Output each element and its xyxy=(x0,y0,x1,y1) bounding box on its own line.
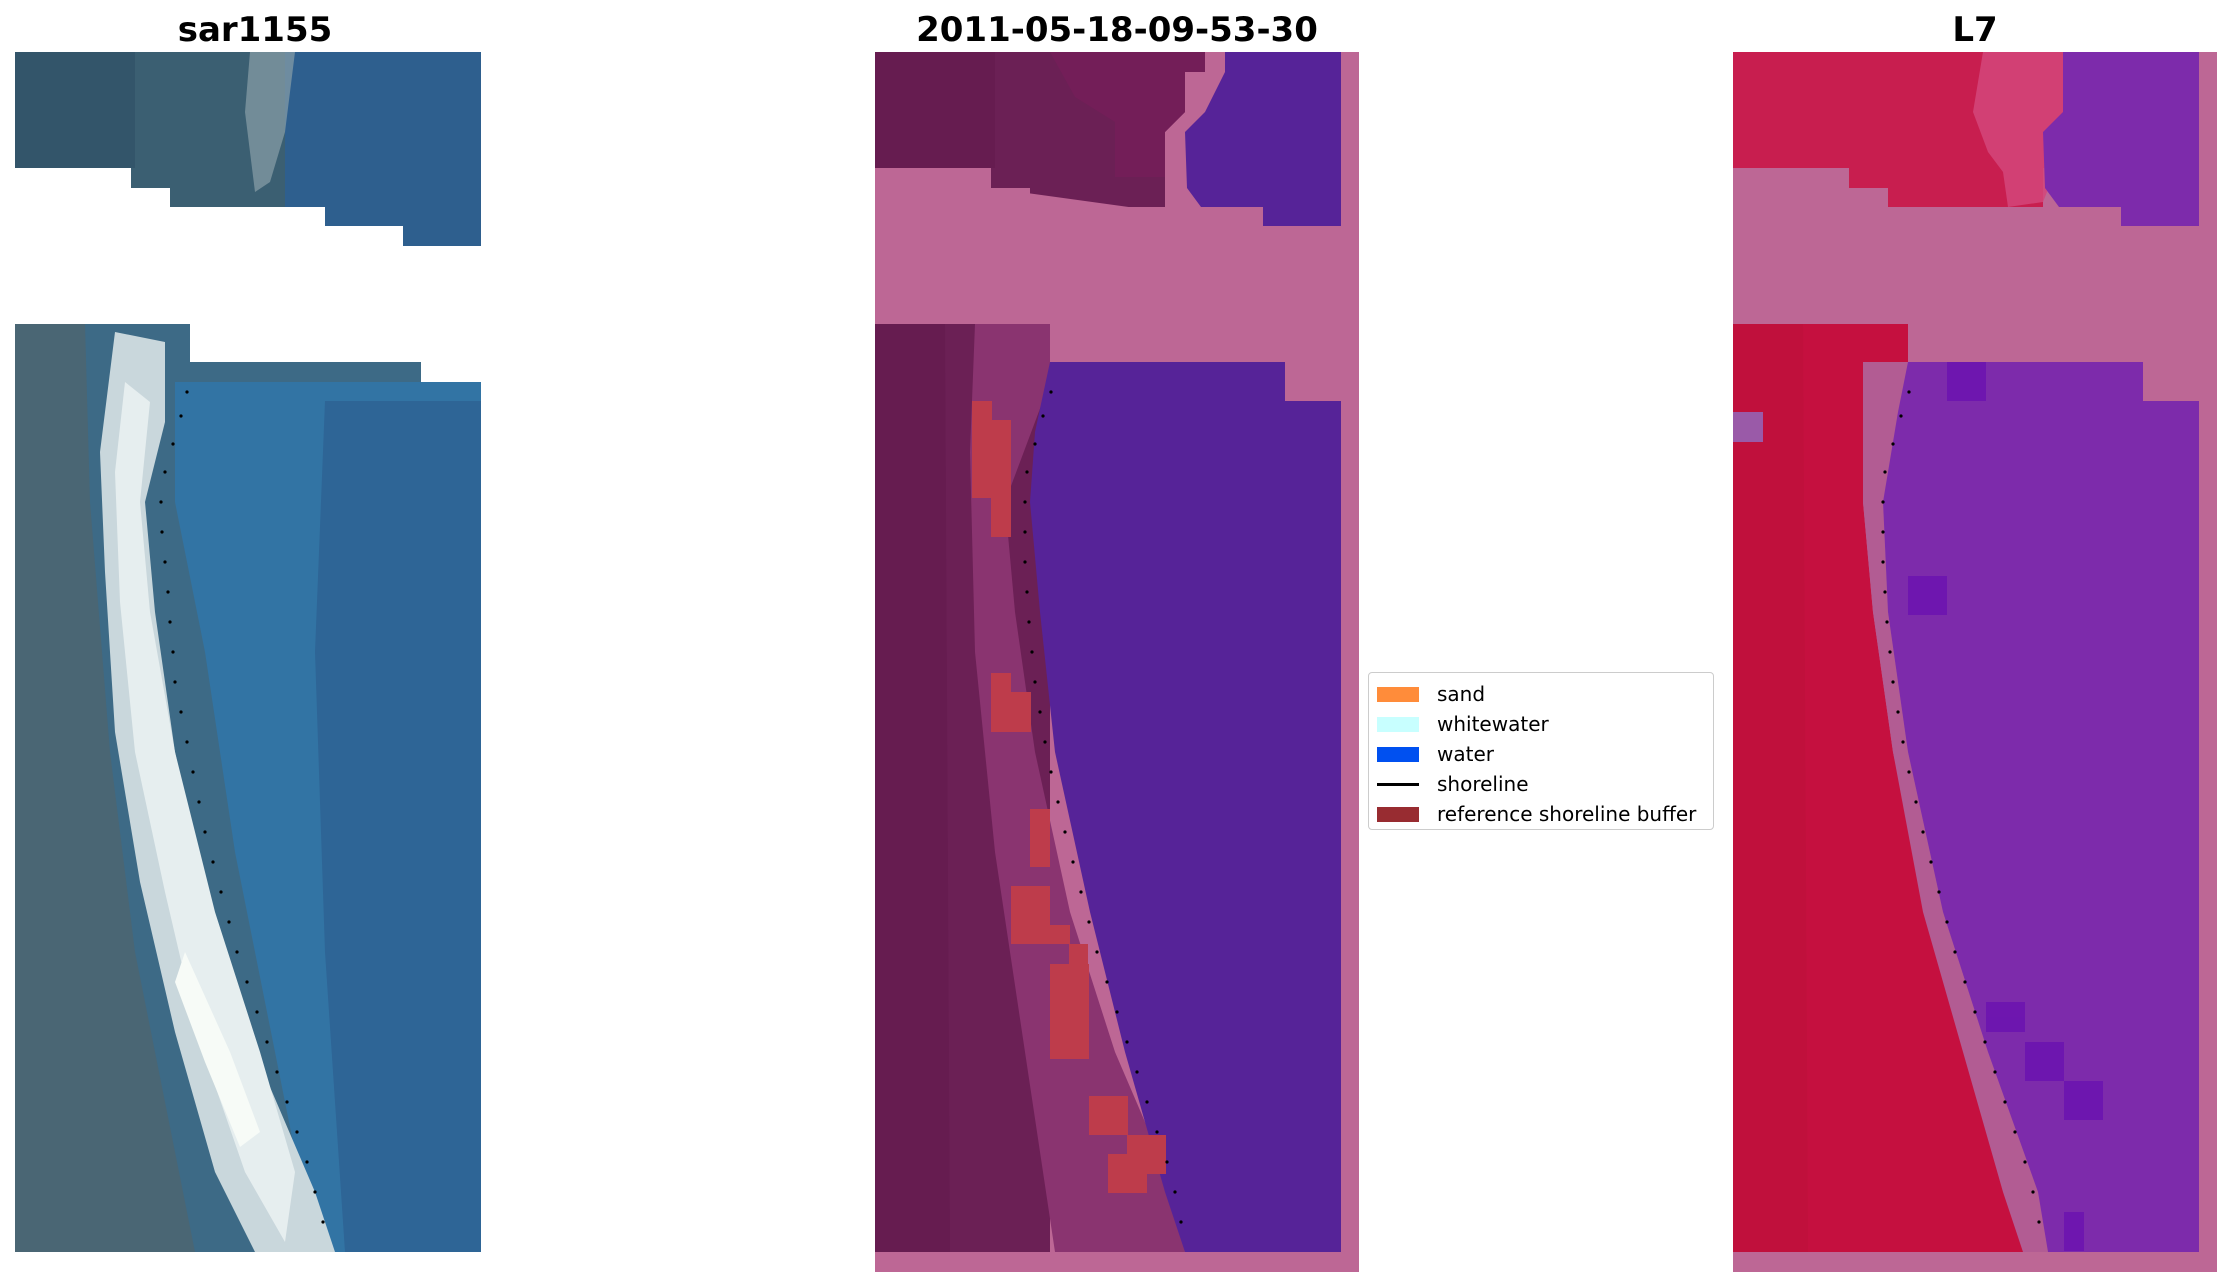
legend-label-sand: sand xyxy=(1437,682,1486,706)
classified-image-panel xyxy=(875,52,1359,1272)
water-swatch xyxy=(1377,746,1419,762)
shoreline-nir xyxy=(1881,390,2041,1224)
shoreline-rgb xyxy=(159,390,325,1224)
rgb-image-panel xyxy=(15,52,481,1252)
nir-image xyxy=(1733,52,2217,1272)
shoreline-line-swatch xyxy=(1377,782,1419,786)
legend-item-whitewater: whitewater xyxy=(1377,709,1705,739)
legend-item-water: water xyxy=(1377,739,1705,769)
classified-image xyxy=(875,52,1359,1272)
nir-image-panel xyxy=(1733,52,2217,1272)
legend-label-water: water xyxy=(1437,742,1494,766)
sand-swatch xyxy=(1377,686,1419,702)
legend-label-shoreline: shoreline xyxy=(1437,772,1529,796)
legend-item-sand: sand xyxy=(1377,679,1705,709)
reference-buffer-swatch xyxy=(1377,806,1419,822)
panel-title-nir: L7 xyxy=(1952,10,1998,50)
panel-title-classified: 2011-05-18-09-53-30 xyxy=(916,10,1318,50)
legend-item-reference-buffer: reference shoreline buffer xyxy=(1377,799,1705,829)
shoreline-classified xyxy=(1023,390,1183,1224)
legend-label-reference-buffer: reference shoreline buffer xyxy=(1437,802,1697,826)
whitewater-swatch xyxy=(1377,716,1419,732)
rgb-image xyxy=(15,52,481,1252)
legend-item-shoreline: shoreline xyxy=(1377,769,1705,799)
legend-label-whitewater: whitewater xyxy=(1437,712,1549,736)
legend: sand whitewater water shoreline referenc… xyxy=(1368,672,1714,830)
panel-title-rgb: sar1155 xyxy=(177,10,333,50)
